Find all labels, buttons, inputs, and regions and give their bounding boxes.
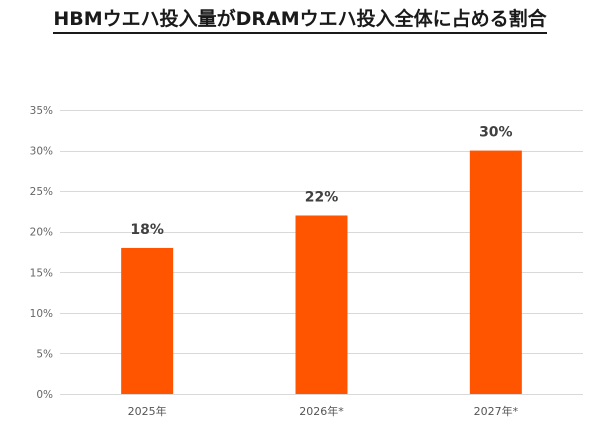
x-tick-label: 2026年* bbox=[299, 404, 344, 418]
y-tick-label: 10% bbox=[30, 308, 53, 320]
x-tick-label: 2027年* bbox=[474, 404, 519, 418]
y-tick-label: 25% bbox=[30, 186, 53, 198]
y-tick-label: 35% bbox=[30, 105, 53, 117]
x-axis-ticks: 2025年 2026年* 2027年* bbox=[128, 404, 519, 418]
data-labels: 18% 22% 30% bbox=[130, 125, 512, 238]
chart-title: HBMウエハ投入量がDRAMウエハ投入全体に占める割合 bbox=[0, 8, 600, 34]
bars bbox=[121, 150, 522, 394]
data-label: 18% bbox=[130, 222, 164, 238]
bar bbox=[295, 215, 348, 394]
y-tick-label: 15% bbox=[30, 267, 53, 279]
y-axis-ticks: 0% 5% 10% 15% 20% 25% 30% 35% bbox=[30, 105, 53, 401]
data-label: 22% bbox=[305, 189, 339, 205]
bar bbox=[469, 150, 522, 394]
y-tick-label: 30% bbox=[30, 146, 53, 158]
x-tick-label: 2025年 bbox=[128, 404, 167, 418]
data-label: 30% bbox=[479, 125, 513, 141]
y-tick-label: 0% bbox=[36, 389, 53, 401]
y-tick-label: 20% bbox=[30, 227, 53, 239]
chart-title-text: HBMウエハ投入量がDRAMウエハ投入全体に占める割合 bbox=[53, 8, 547, 34]
bar bbox=[121, 247, 174, 394]
y-tick-label: 5% bbox=[36, 348, 53, 360]
